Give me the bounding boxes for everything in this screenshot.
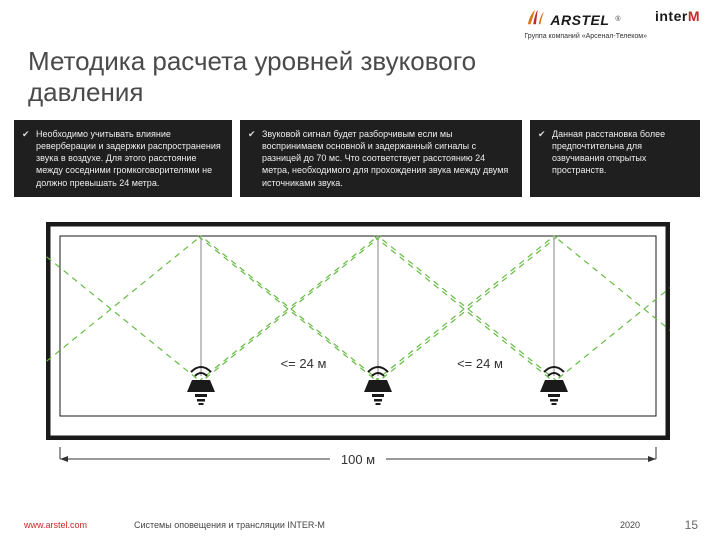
footer: www.arstel.com Системы оповещения и тран… [0,520,720,530]
brand-interm: interM [655,8,700,24]
logo-arstel-block: ARSTEL ® Группа компаний «Арсенал-Телеко… [524,8,647,41]
brand-arstel-text: ARSTEL [550,12,609,28]
arstel-logo: ARSTEL ® [524,8,647,31]
group-company-text: Группа компаний «Арсенал-Телеком» [524,33,647,41]
diagram-wrap: <= 24 м <= 24 м 100 м [46,222,670,480]
footer-page: 15 [685,518,698,532]
bullet-3: Данная расстановка более предпочтительна… [530,120,700,197]
footer-url: www.arstel.com [24,520,134,530]
svg-text:100 м: 100 м [341,452,375,467]
bullet-row: Необходимо учитывать влияние ревербераци… [14,120,706,197]
page-title: Методика расчета уровней звукового давле… [28,46,528,108]
interm-m: M [688,8,700,24]
svg-text:<= 24 м: <= 24 м [281,356,327,371]
bullet-2: Звуковой сигнал будет разборчивым если м… [240,120,522,197]
header: ARSTEL ® Группа компаний «Арсенал-Телеко… [524,8,700,41]
interm-pre: inter [655,8,688,24]
svg-text:<= 24 м: <= 24 м [457,356,503,371]
speaker-layout-diagram: <= 24 м <= 24 м [46,222,670,440]
registered-mark: ® [615,16,620,23]
leaf-icon [524,8,546,31]
footer-system: Системы оповещения и трансляции INTER-M [134,520,620,530]
dimension-line: 100 м [46,445,670,475]
footer-year: 2020 [620,520,640,530]
bullet-1: Необходимо учитывать влияние ревербераци… [14,120,232,197]
